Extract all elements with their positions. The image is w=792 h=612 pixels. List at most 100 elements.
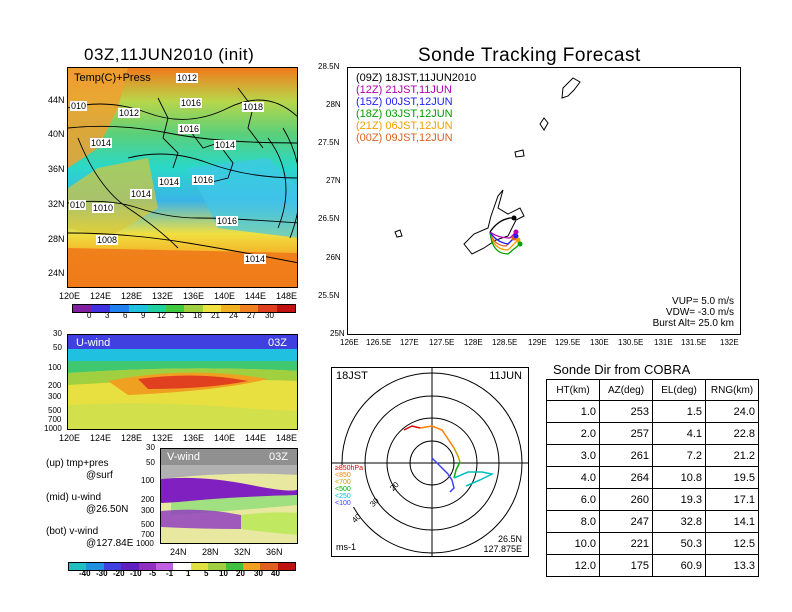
location-lon: 127.875E — [483, 544, 522, 554]
table-cell: 19.3 — [652, 488, 706, 511]
isobar-label: 010 — [69, 200, 87, 210]
map-lon-label: 144E — [245, 291, 267, 301]
table-cell: 257 — [599, 422, 653, 445]
sonde-params: VUP= 5.0 m/s VDW= -3.0 m/s Burst Alt= 25… — [653, 296, 734, 329]
table-cell: 14.1 — [705, 510, 759, 533]
track-lat-label: 27.5N — [318, 138, 340, 147]
table-cell: 12.0 — [546, 554, 600, 577]
map-lat-label: 32N — [48, 199, 65, 209]
table-cell: 21.2 — [705, 444, 759, 467]
v-lat-label: 36N — [266, 547, 283, 557]
track-legend-entry: (18Z) 03JST,12JUN — [356, 108, 453, 120]
wind-colorbar-tick: -5 — [149, 569, 157, 578]
column-header: AZ(deg) — [599, 379, 653, 401]
isobar-label: 1016 — [192, 175, 215, 185]
sonde-direction-table-wrap: HT(km) AZ(deg) EL(deg) RNG(km) 1.0 253 1.5… — [546, 379, 759, 577]
wind-colorbar-tick: 10 — [219, 569, 228, 578]
track-lon-label: 132E — [720, 338, 739, 347]
column-header: HT(km) — [546, 379, 600, 401]
level-legend-entry: ≥850hPa — [335, 465, 363, 472]
map-lon-label: 120E — [59, 291, 81, 301]
track-lat-label: 28.5N — [318, 62, 340, 71]
isobar-label: 1016 — [216, 216, 239, 226]
isobar-label: 1014 — [90, 138, 113, 148]
v-wind-label: V-wind — [167, 451, 201, 463]
u-lon-label: 128E — [121, 433, 143, 443]
track-lon-label: 129.5E — [555, 338, 581, 347]
u-pressure-label: 50 — [53, 343, 62, 352]
v-pressure-label: 300 — [141, 506, 155, 515]
location-lat: 26.5N — [497, 534, 522, 544]
map-lon-label: 124E — [90, 291, 112, 301]
isobar-label: 1012 — [118, 108, 141, 118]
colorbar-tick: 27 — [247, 311, 256, 320]
map-lat-label: 28N — [48, 234, 65, 244]
wind-colorbar-tick: -10 — [130, 569, 142, 578]
panel-legend: (up) tmp+pres @surf (mid) u-wind @26.50N… — [46, 458, 133, 550]
polar-unit: ms-1 — [336, 542, 356, 552]
wind-colorbar-tick: -40 — [79, 569, 91, 578]
isobar-label: 1014 — [214, 140, 237, 150]
wind-colorbar-tick: 5 — [204, 569, 209, 578]
v-wind-cross-section — [161, 449, 297, 543]
u-pressure-label: 500 — [48, 406, 62, 415]
table-cell: 10.0 — [546, 532, 600, 555]
level-legend-entry: <100 — [335, 500, 351, 507]
v-lat-label: 24N — [170, 547, 187, 557]
v-pressure-label: 1000 — [136, 539, 154, 548]
wind-colorbar-tick: 20 — [236, 569, 245, 578]
colorbar-tick: 9 — [141, 311, 146, 320]
table-cell: 221 — [599, 532, 653, 555]
table-cell: 7.2 — [652, 444, 706, 467]
v-pressure-label: 100 — [141, 476, 155, 485]
v-pressure-label: 700 — [141, 530, 155, 539]
level-legend-entry: <500 — [335, 486, 351, 493]
v-lat-label: 32N — [234, 547, 251, 557]
map-lon-label: 132E — [152, 291, 174, 301]
v-pressure-label: 200 — [141, 495, 155, 504]
isobar-label: 1012 — [176, 73, 199, 83]
table-cell: 10.8 — [652, 466, 706, 489]
table-cell: 260 — [599, 488, 653, 511]
u-wind-cross-section — [68, 335, 297, 429]
sonde-direction-table: HT(km) AZ(deg) EL(deg) RNG(km) 1.0 253 1.5… — [546, 379, 759, 577]
u-pressure-label: 700 — [48, 415, 62, 424]
track-legend: (09Z) 18JST,11JUN2010 (12Z) 21JST,11JUN … — [356, 72, 476, 144]
table-row: 10.0 221 50.3 12.5 — [546, 532, 759, 555]
u-lon-label: 136E — [183, 433, 205, 443]
table-row: 1.0 253 1.5 24.0 — [546, 400, 759, 423]
param-line: VDW= -3.0 m/s — [665, 307, 734, 318]
level-legend-entry: <850 — [335, 472, 351, 479]
table-row: 8.0 247 32.8 14.1 — [546, 510, 759, 533]
polar-location: 26.5N 127.875E — [483, 534, 522, 554]
isobar-label: 1018 — [242, 102, 265, 112]
map-lat-label: 44N — [48, 95, 65, 105]
surface-map-panel: Temp(C)+Press 1012 1016 1018 010 1012 10… — [67, 67, 298, 288]
polar-time-label: 18JST — [336, 370, 368, 382]
table-row: 4.0 264 10.8 19.5 — [546, 466, 759, 489]
temperature-colorbar — [72, 304, 296, 313]
track-lat-label: 27N — [326, 176, 341, 185]
track-legend-entry: (12Z) 21JST,11JUN — [356, 84, 452, 96]
wind-colorbar-tick: -20 — [113, 569, 125, 578]
table-cell: 13.3 — [705, 554, 759, 577]
map-lon-label: 148E — [276, 291, 298, 301]
u-pressure-label: 200 — [48, 381, 62, 390]
u-wind-time: 03Z — [268, 337, 287, 349]
table-cell: 261 — [599, 444, 653, 467]
map-lon-label: 136E — [183, 291, 205, 301]
track-lon-label: 131E — [654, 338, 673, 347]
track-legend-entry: (15Z) 00JST,12JUN — [356, 96, 453, 108]
param-line: VUP= 5.0 m/s — [672, 296, 734, 307]
table-cell: 1.5 — [652, 400, 706, 423]
table-cell: 6.0 — [546, 488, 600, 511]
isobar-label: 1010 — [92, 203, 115, 213]
colorbar-tick: 21 — [211, 311, 220, 320]
track-map-panel: (09Z) 18JST,11JUN2010 (12Z) 21JST,11JUN … — [347, 67, 741, 335]
isobar-label: 1014 — [244, 254, 267, 264]
table-cell: 3.0 — [546, 444, 600, 467]
table-cell: 1.0 — [546, 400, 600, 423]
table-title: Sonde Dir from COBRA — [553, 362, 691, 377]
map-panel-label: Temp(C)+Press — [74, 72, 151, 84]
table-cell: 22.8 — [705, 422, 759, 445]
